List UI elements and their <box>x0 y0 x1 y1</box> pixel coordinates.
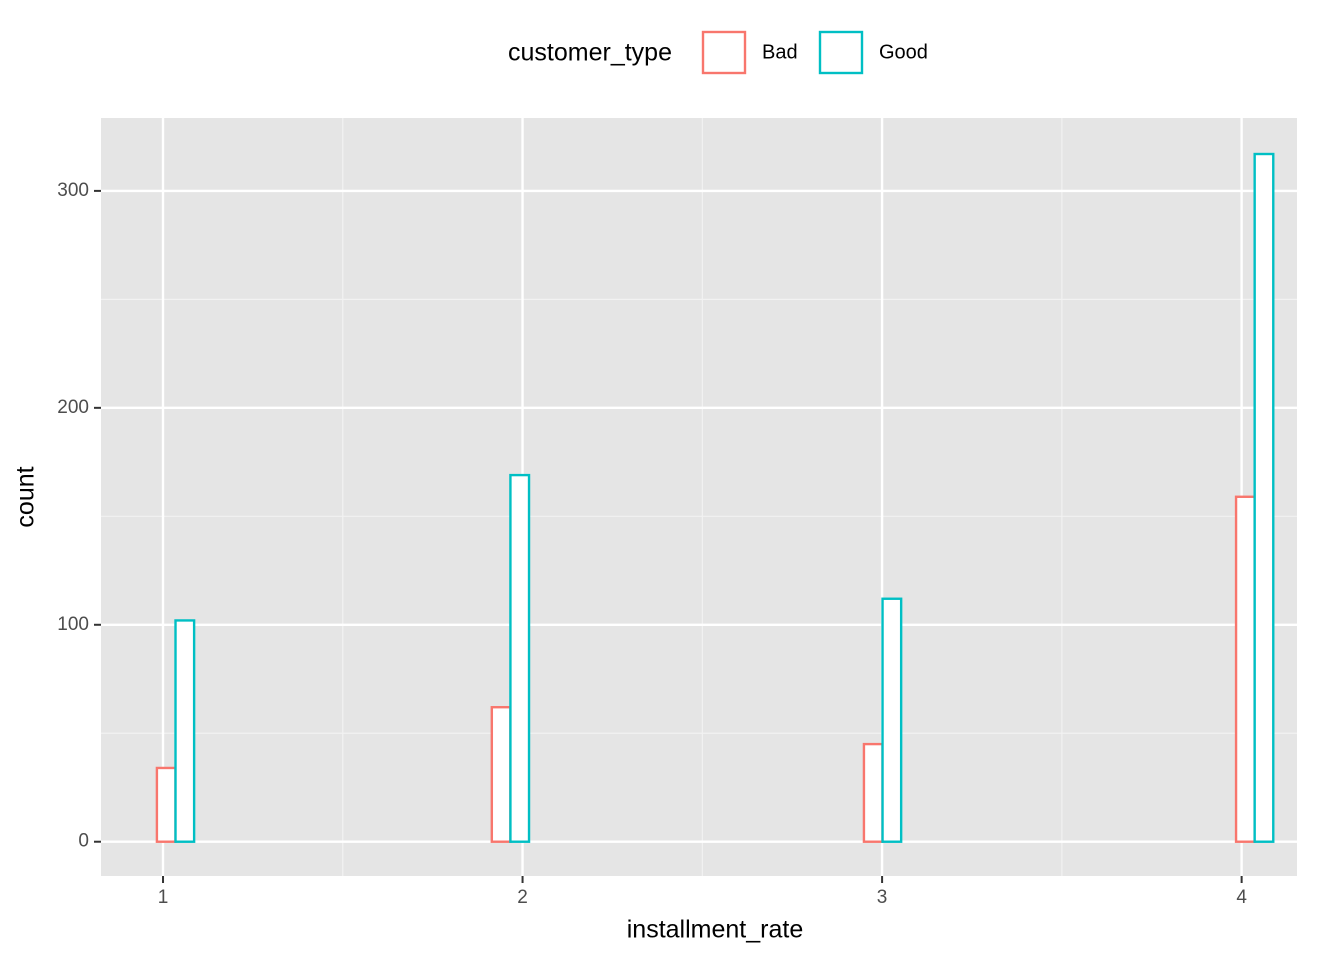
x-tick-label: 1 <box>158 887 169 908</box>
bar <box>881 597 903 843</box>
y-axis-title: count <box>12 466 40 527</box>
legend-label: Good <box>879 41 928 63</box>
x-tick-label: 2 <box>517 887 528 908</box>
bar <box>155 766 177 843</box>
y-tick-label: 0 <box>78 831 89 852</box>
bar <box>862 742 884 843</box>
legend-label: Bad <box>762 41 798 63</box>
y-tick-label: 200 <box>57 397 89 418</box>
bar <box>1253 152 1275 843</box>
y-tick-label: 100 <box>57 614 89 635</box>
bar <box>509 473 531 843</box>
bar <box>1234 495 1256 843</box>
x-axis-title: installment_rate <box>627 916 803 944</box>
bar <box>490 706 512 843</box>
legend-key <box>701 30 747 75</box>
bar <box>174 619 196 843</box>
y-tick-label: 300 <box>57 180 89 201</box>
legend-key <box>818 30 864 75</box>
x-tick-label: 3 <box>877 887 888 908</box>
legend-title: customer_type <box>508 39 672 67</box>
x-tick-label: 4 <box>1236 887 1247 908</box>
panel <box>101 118 1297 876</box>
